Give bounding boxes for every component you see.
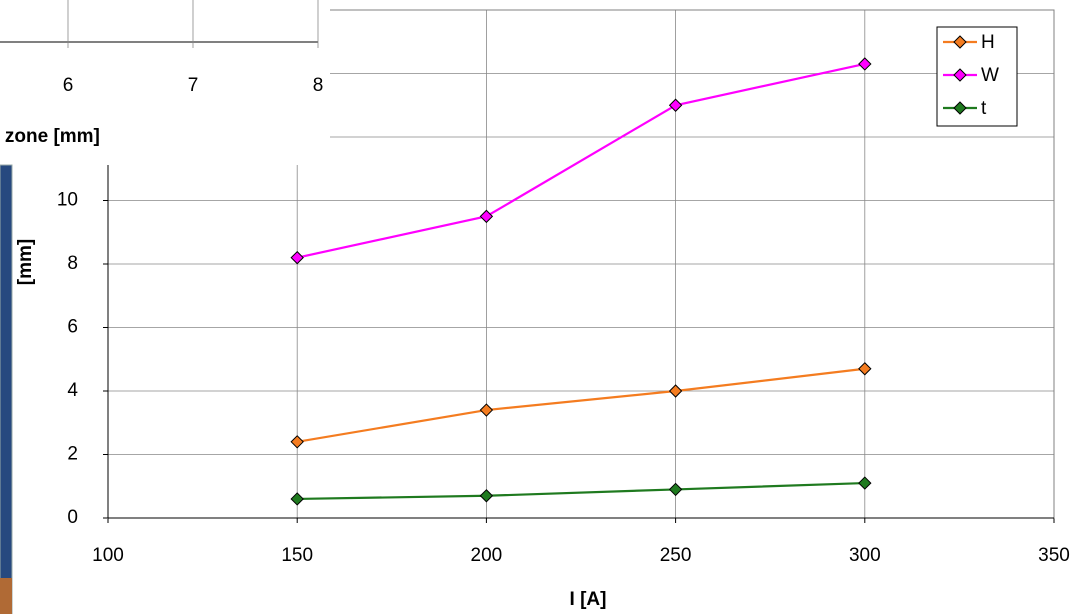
window-edge [0,164,13,614]
x-tick-label: 150 [281,545,313,566]
data-point [479,403,494,417]
fragment-tick-label: 8 [313,75,324,96]
y-axis-label: [mm] [15,239,36,285]
data-point [290,250,304,265]
legend-label: t [981,98,987,119]
x-tick-label: 100 [92,545,124,566]
data-point [858,362,872,376]
y-tick-label: 10 [57,190,78,211]
series-line [297,367,865,443]
data-point [668,384,683,398]
series-line [297,481,865,501]
fragment-tick-label: 6 [63,75,74,96]
x-tick-label: 300 [849,545,881,566]
fragment-tick-label: 7 [188,75,199,96]
legend-box [936,26,1018,127]
x-tick-label: 200 [471,545,503,566]
data-point [858,57,872,71]
window-panel [0,0,330,165]
legend-marker [953,101,967,115]
y-tick-label: 2 [67,444,78,465]
window-edge-accent [0,578,12,614]
data-point [479,489,494,503]
legend-label: W [981,65,999,86]
legend-label: H [981,32,995,53]
y-tick-label: 0 [67,507,78,528]
y-tick-label: 6 [67,317,78,338]
y-tick-label: 8 [67,253,78,274]
data-point [858,476,872,490]
background-window: d zone [mm] 6 7 8 [0,0,330,614]
data-point [668,482,683,497]
x-tick-label: 350 [1038,545,1070,566]
x-tick-label: 250 [660,545,692,566]
series-line [296,62,866,259]
data-point [290,435,304,449]
data-point [479,209,494,224]
legend-marker [953,35,967,49]
y-tick-label: 4 [67,380,78,401]
fragment-axis-label: d zone [mm] [0,126,100,147]
data-point [290,492,304,506]
data-point [668,98,683,112]
x-axis-label: I [A] [570,589,607,610]
legend-marker [953,68,967,82]
